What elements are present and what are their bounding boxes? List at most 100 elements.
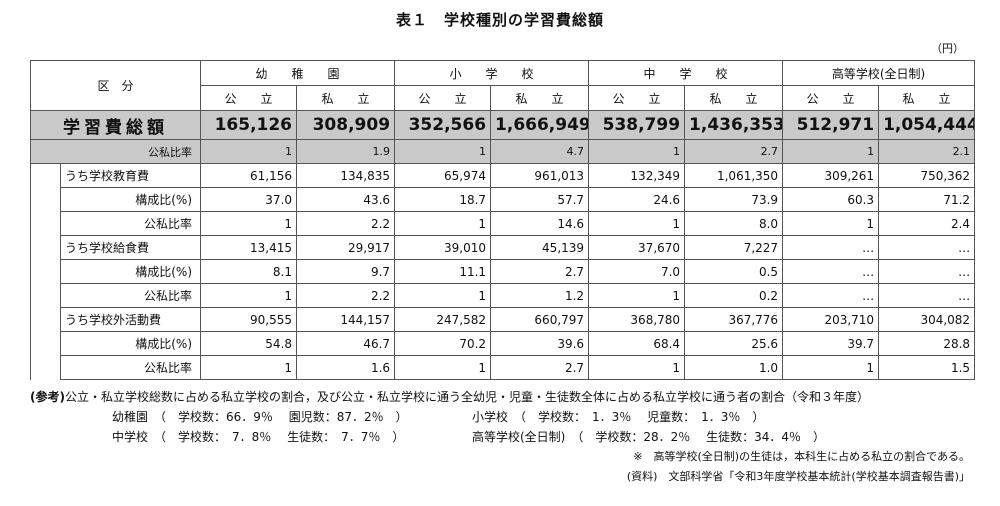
table-cell: 1 xyxy=(782,139,880,164)
table-cell: 1 xyxy=(200,355,298,380)
table-cell: 1,054,444 xyxy=(878,110,976,140)
table-cell: 8.1 xyxy=(200,259,298,284)
sub-header: 私 立 xyxy=(878,85,976,111)
ratio-label: 公私比率 xyxy=(59,211,202,236)
table-cell: 90,555 xyxy=(200,307,298,332)
table-cell: 68.4 xyxy=(588,331,686,356)
expense-table: 区 分 幼 稚 園 小 学 校 中 学 校 高等学校(全日制) 公 立 私 立 … xyxy=(29,60,976,380)
table-cell: 39.7 xyxy=(782,331,880,356)
indent-spacer xyxy=(30,163,61,380)
table-cell: 1 xyxy=(782,355,880,380)
composition-label: 構成比(%) xyxy=(59,187,202,212)
group-header: 高等学校(全日制) xyxy=(782,60,976,86)
table-cell: 961,013 xyxy=(490,163,590,188)
composition-label: 構成比(%) xyxy=(59,331,202,356)
group-header: 中 学 校 xyxy=(588,60,784,86)
table-cell: 2.4 xyxy=(878,211,976,236)
table-cell: 1 xyxy=(200,211,298,236)
table-cell: 1 xyxy=(588,211,686,236)
table-cell: 1.9 xyxy=(296,139,396,164)
table-cell: 247,582 xyxy=(394,307,492,332)
sub-header: 私 立 xyxy=(490,85,590,111)
reference-line: (参考)公立・私立学校総数に占める私立学校の割合，及び公立・私立学校に通う全幼児… xyxy=(30,387,980,407)
elementary-share: 小学校 （ 学校数： 1．3％ 児童数： 1．3％ ） xyxy=(472,410,765,424)
table-cell: 4.7 xyxy=(490,139,590,164)
table-cell: 24.6 xyxy=(588,187,686,212)
composition-label: 構成比(%) xyxy=(59,259,202,284)
section-label: うち学校教育費 xyxy=(59,163,202,188)
table-cell: 144,157 xyxy=(296,307,396,332)
header-row-groups: 区 分 幼 稚 園 小 学 校 中 学 校 高等学校(全日制) xyxy=(29,60,976,111)
table-cell: 308,909 xyxy=(296,110,396,140)
table-cell: 538,799 xyxy=(588,110,686,140)
table-cell: … xyxy=(782,235,880,260)
table-cell: 39.6 xyxy=(490,331,590,356)
table-cell: … xyxy=(782,259,880,284)
table-cell: 0.5 xyxy=(684,259,784,284)
table-cell: 28.8 xyxy=(878,331,976,356)
table-cell: 1 xyxy=(588,355,686,380)
table-cell: 37.0 xyxy=(200,187,298,212)
table-cell: 368,780 xyxy=(588,307,686,332)
table-cell: 352,566 xyxy=(394,110,492,140)
sub-header: 私 立 xyxy=(296,85,396,111)
table-cell: 54.8 xyxy=(200,331,298,356)
table-row: 構成比(%) 8.1 9.7 11.1 2.7 7.0 0.5 … … xyxy=(31,259,976,284)
table-cell: 61,156 xyxy=(200,163,298,188)
table-cell: 203,710 xyxy=(782,307,880,332)
table-cell: 132,349 xyxy=(588,163,686,188)
table-cell: 304,082 xyxy=(878,307,976,332)
table-cell: … xyxy=(878,283,976,308)
total-label: 学習費総額 xyxy=(29,110,202,140)
table-cell: 750,362 xyxy=(878,163,976,188)
table-cell: 1 xyxy=(394,211,492,236)
table-cell: 1.5 xyxy=(878,355,976,380)
reference-text: 公立・私立学校総数に占める私立学校の割合，及び公立・私立学校に通う全幼児・児童・… xyxy=(64,390,869,404)
table-cell: 2.1 xyxy=(878,139,976,164)
table-cell: 309,261 xyxy=(782,163,880,188)
total-ratio-row: 公私比率 1 1.9 1 4.7 1 2.7 1 2.1 xyxy=(29,139,976,164)
table-cell: 8.0 xyxy=(684,211,784,236)
table-cell: 9.7 xyxy=(296,259,396,284)
table-row: うち学校給食費 13,415 29,917 39,010 45,139 37,6… xyxy=(31,235,976,260)
high-school-share: 高等学校(全日制) （ 学校数：28．2％ 生徒数：34．4％ ） xyxy=(472,430,825,444)
table-cell: 1.0 xyxy=(684,355,784,380)
sub-header: 公 立 xyxy=(394,85,492,111)
table-cell: 71.2 xyxy=(878,187,976,212)
table-cell: 7,227 xyxy=(684,235,784,260)
page-title: 表１ 学校種別の学習費総額 xyxy=(395,11,604,29)
section-label: うち学校外活動費 xyxy=(59,307,202,332)
table-cell: 1.2 xyxy=(490,283,590,308)
sub-header: 公 立 xyxy=(588,85,686,111)
junior-high-share: 中学校 （ 学校数： 7．8％ 生徒数： 7．7％ ） xyxy=(112,430,405,444)
table-cell: 2.7 xyxy=(490,259,590,284)
table-cell: 57.7 xyxy=(490,187,590,212)
table-cell: 1 xyxy=(200,139,298,164)
table-cell: 1 xyxy=(782,211,880,236)
group-header: 小 学 校 xyxy=(394,60,590,86)
table-cell: 1 xyxy=(394,139,492,164)
table-cell: 18.7 xyxy=(394,187,492,212)
group-header: 幼 稚 園 xyxy=(200,60,396,86)
ratio-label: 公私比率 xyxy=(59,355,202,380)
sub-header: 私 立 xyxy=(684,85,784,111)
table-cell: 1,666,949 xyxy=(490,110,590,140)
table-cell: 65,974 xyxy=(394,163,492,188)
table-cell: 73.9 xyxy=(684,187,784,212)
kindergarten-share: 幼稚園 （ 学校数：66．9％ 園児数：87．2％ ） xyxy=(112,410,408,424)
table-cell: 2.2 xyxy=(296,283,396,308)
table-cell: … xyxy=(878,259,976,284)
table-cell: 43.6 xyxy=(296,187,396,212)
table-row: 公私比率 1 2.2 1 1.2 1 0.2 … … xyxy=(31,283,976,308)
table-row: 公私比率 1 2.2 1 14.6 1 8.0 1 2.4 xyxy=(31,211,976,236)
section-label: うち学校給食費 xyxy=(59,235,202,260)
table-cell: 14.6 xyxy=(490,211,590,236)
table-cell: 512,971 xyxy=(782,110,880,140)
table-cell: 0.2 xyxy=(684,283,784,308)
total-row: 学習費総額 165,126 308,909 352,566 1,666,949 … xyxy=(29,110,976,140)
table-row: うち学校教育費 61,156 134,835 65,974 961,013 13… xyxy=(30,163,976,380)
table-cell: 2.7 xyxy=(490,355,590,380)
table-cell: 1 xyxy=(588,139,686,164)
table-cell: 60.3 xyxy=(782,187,880,212)
ratio-label: 公私比率 xyxy=(29,139,202,164)
